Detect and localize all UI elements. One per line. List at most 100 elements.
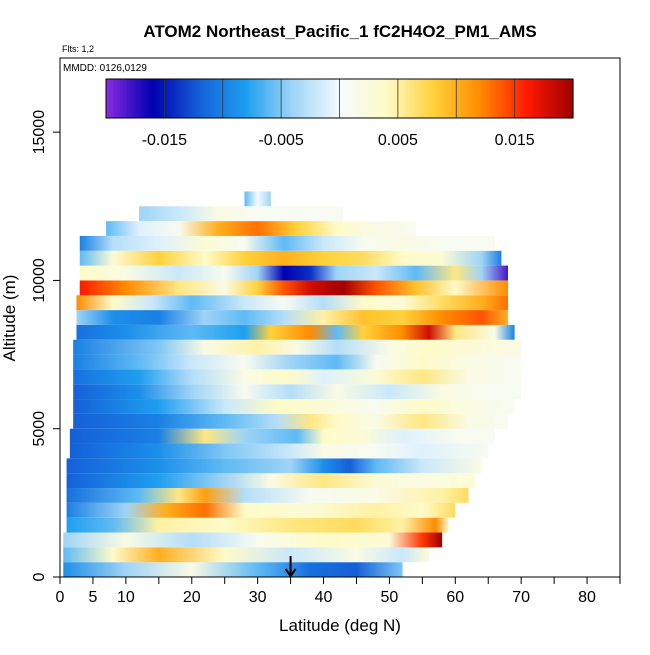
colorbar-segment (549, 79, 553, 118)
colorbar-segment (124, 79, 128, 118)
colorbar-segment (360, 79, 364, 118)
x-tick-label: 60 (446, 589, 464, 606)
heatmap-layer (244, 191, 271, 207)
heatmap-layer (76, 295, 509, 311)
colorbar-segment (388, 79, 392, 118)
colorbar-segment (470, 79, 474, 118)
colorbar-segment (374, 79, 378, 118)
colorbar-segment (311, 79, 315, 118)
flights-label: Flts: 1,2 (62, 44, 94, 54)
colorbar-segment (141, 79, 144, 118)
colorbar-segment (234, 79, 238, 118)
colorbar-segment (460, 79, 464, 118)
colorbar-segment (453, 79, 457, 118)
heatmap-layer (73, 413, 509, 429)
colorbar-segment (432, 79, 436, 118)
colorbar-segment (127, 79, 130, 118)
x-tick-label: 30 (249, 589, 267, 606)
heatmap-layer (106, 221, 416, 236)
x-tick-label: 70 (512, 589, 530, 606)
y-tick-label: 5000 (31, 411, 48, 447)
colorbar-segment (302, 79, 306, 118)
colorbar-segment (537, 79, 541, 118)
x-axis-label: Latitude (deg N) (279, 616, 401, 635)
colorbar-segment (495, 79, 499, 118)
colorbar-segment (369, 79, 373, 118)
colorbar-segment (542, 79, 546, 118)
colorbar-segment (122, 79, 126, 118)
colorbar-segment (248, 79, 252, 118)
colorbar-segment (190, 79, 193, 118)
colorbar-segment (295, 79, 299, 118)
colorbar-segment (390, 79, 394, 118)
colorbar-segment (544, 79, 548, 118)
colorbar-segment (570, 79, 574, 118)
colorbar-segment (556, 79, 560, 118)
colorbar-segment (400, 79, 404, 118)
colorbar-segment (145, 79, 149, 118)
colorbar-segment (194, 79, 198, 118)
colorbar-segment (243, 79, 247, 118)
colorbar-segment (106, 79, 109, 118)
latitude-marker-arrow (284, 556, 297, 578)
x-tick-label: 80 (578, 589, 596, 606)
colorbar-segment (383, 79, 387, 118)
colorbar: -0.015 -0.005 0.005 0.015 (105, 78, 574, 149)
heatmap-layer (73, 384, 522, 400)
colorbar-segment (521, 79, 525, 118)
colorbar-segment (411, 79, 415, 118)
colorbar-segment (493, 79, 497, 118)
colorbar-segment (108, 79, 112, 118)
x-tick-label: 5 (88, 589, 97, 606)
colorbar-segment (558, 79, 562, 118)
colorbar-segment (220, 79, 224, 118)
colorbar-segment (164, 79, 168, 118)
colorbar-segment (180, 79, 184, 118)
colorbar-segment (486, 79, 490, 118)
colorbar-segment (276, 79, 280, 118)
colorbar-segment (330, 79, 334, 118)
colorbar-tick-label: -0.005 (258, 132, 303, 149)
colorbar-segment (395, 79, 399, 118)
x-tick-label: 0 (56, 589, 65, 606)
colorbar-segment (332, 79, 336, 118)
heatmap-layer (73, 369, 522, 385)
colorbar-segment (250, 79, 254, 118)
colorbar-segment (239, 79, 243, 118)
colorbar-segment (117, 79, 121, 118)
colorbar-segment (206, 79, 210, 118)
colorbar-tick-label: -0.015 (142, 132, 187, 149)
colorbar-segment (159, 79, 163, 118)
colorbar-segment (323, 79, 327, 118)
colorbar-segment (341, 79, 345, 118)
colorbar-segment (362, 79, 366, 118)
x-tick-label: 50 (381, 589, 399, 606)
heatmap-layers (63, 191, 522, 577)
colorbar-segment (568, 79, 572, 118)
colorbar-segment (157, 79, 161, 118)
heatmap-layer (73, 354, 522, 370)
colorbar-segment (437, 79, 441, 118)
colorbar-segment (484, 79, 488, 118)
heatmap-layer (79, 265, 508, 281)
colorbar-segment (136, 79, 140, 118)
colorbar-segment (507, 79, 511, 118)
colorbar-segment (530, 79, 534, 118)
colorbar-segment (509, 79, 513, 118)
chart-title: ATOM2 Northeast_Pacific_1 fC2H4O2_PM1_AM… (143, 22, 536, 41)
colorbar-segment (260, 79, 264, 118)
colorbar-segment (225, 79, 229, 118)
colorbar-segment (381, 79, 385, 118)
colorbar-segment (467, 79, 471, 118)
colorbar-segment (351, 79, 355, 118)
colorbar-segment (134, 79, 137, 118)
colorbar-segment (416, 79, 420, 118)
colorbar-segment (227, 79, 231, 118)
colorbar-segment (169, 79, 172, 118)
colorbar-segment (309, 79, 313, 118)
colorbar-segment (297, 79, 301, 118)
colorbar-segment (339, 79, 343, 118)
colorbar-segment (166, 79, 170, 118)
heatmap-layer (63, 547, 429, 563)
colorbar-segment (498, 79, 502, 118)
